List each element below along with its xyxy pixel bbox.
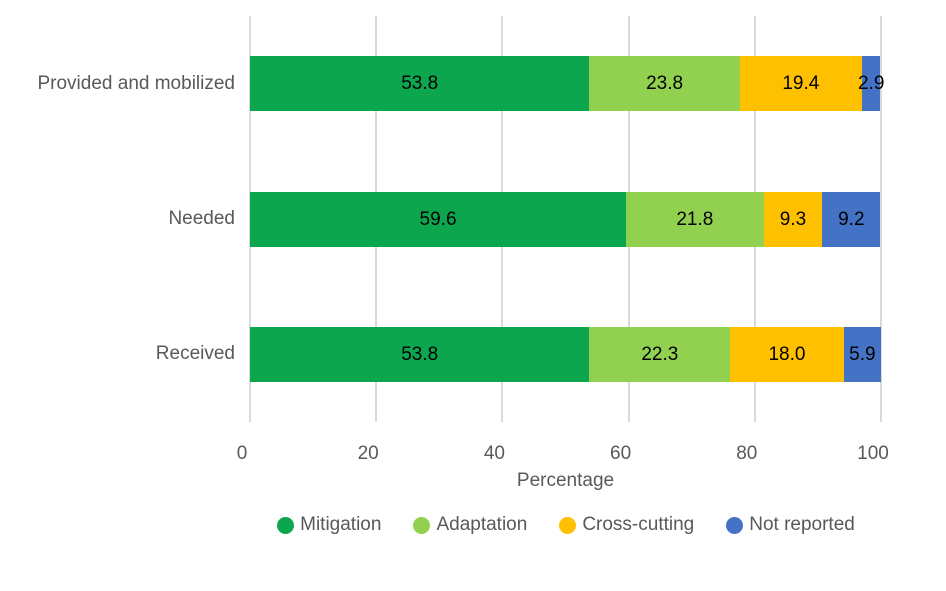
x-tick-label: 40	[483, 443, 505, 464]
bar-segment: 53.8	[250, 326, 590, 382]
bar-row: 53.8 23.8 19.4 2.9	[250, 56, 884, 112]
category-label: Provided and mobilized	[37, 72, 235, 94]
legend-label: Not reported	[749, 514, 855, 535]
gridline	[880, 16, 882, 422]
bar-value-label: 59.6	[419, 208, 457, 230]
bar-segment: 9.2	[822, 191, 881, 247]
x-tick-label: 0	[236, 443, 248, 464]
x-tick-label: 80	[736, 443, 758, 464]
legend-marker-circle	[277, 516, 295, 534]
legend-item: Not reported	[726, 514, 855, 536]
bar-value-label: 21.8	[676, 208, 714, 230]
bar-row: 53.8 22.3 18.0 5.9	[250, 326, 881, 382]
x-tick-label: 100	[857, 443, 889, 464]
bar-value-label: 9.2	[838, 208, 865, 230]
bar-segment: 59.6	[250, 191, 627, 247]
category-axis: Provided and mobilized Needed Received	[0, 0, 235, 591]
legend-label: Mitigation	[300, 514, 382, 535]
bar-segment: 23.8	[589, 56, 740, 112]
bar-segment: 9.3	[763, 191, 823, 247]
legend-item: Adaptation	[413, 514, 527, 536]
bar-value-label: 22.3	[641, 343, 679, 365]
legend-marker-circle	[413, 516, 431, 534]
bar-segment: 53.8	[250, 56, 590, 112]
legend-item: Mitigation	[277, 514, 381, 536]
category-label: Received	[155, 343, 235, 365]
legend-item: Cross-cutting	[559, 514, 694, 536]
bar-segment: 5.9	[843, 326, 881, 382]
bar-segment: 19.4	[739, 56, 863, 112]
x-tick-label: 60	[610, 443, 632, 464]
bar-value-label: 23.8	[646, 73, 684, 95]
bar-segment: 21.8	[626, 191, 764, 247]
bar-value-label: 9.3	[779, 208, 807, 230]
bar-segment: 22.3	[589, 326, 731, 382]
legend-label: Adaptation	[436, 514, 528, 535]
x-tick-label: 20	[357, 443, 379, 464]
legend-marker-circle	[559, 516, 577, 534]
bar-value-label: 5.9	[849, 343, 876, 365]
bar-value-label: 53.8	[401, 343, 439, 365]
bar-segment: 2.9	[858, 56, 884, 112]
x-axis-title: Percentage	[516, 470, 615, 491]
bar-value-label: 18.0	[768, 343, 806, 365]
bar-segment: 18.0	[730, 326, 844, 382]
bar-value-label: 53.8	[401, 73, 439, 95]
plot-area: 53.8 23.8 19.4 2.9 59.6 21.8 9.3 9.2 53.8 22.3 18.…	[249, 16, 884, 422]
legend-marker-circle	[726, 516, 744, 534]
x-axis-ticks: 0 20 40 60 80 100	[237, 443, 889, 465]
legend: Mitigation Adaptation Cross-cutting Not rep…	[224, 514, 908, 536]
bar-value-label: 19.4	[782, 73, 820, 95]
category-label: Needed	[168, 208, 235, 229]
legend-label: Cross-cutting	[582, 514, 695, 535]
bar-value-label: 2.9	[857, 73, 885, 95]
bar-row: 59.6 21.8 9.3 9.2	[250, 191, 881, 247]
